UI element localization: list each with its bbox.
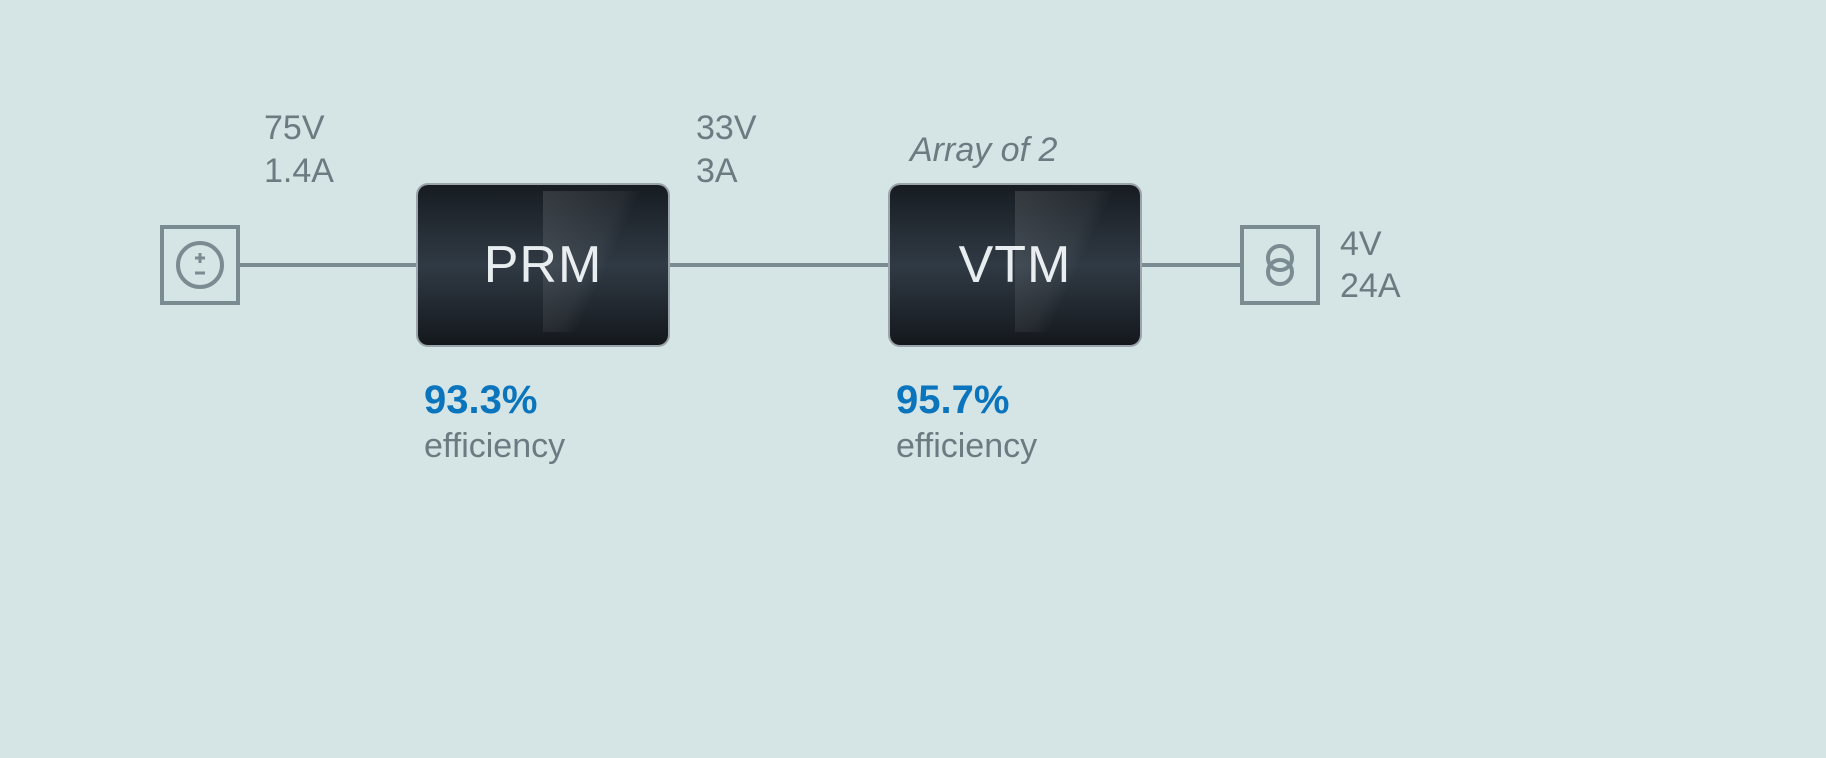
input-annotation: 75V 1.4A [264, 107, 334, 192]
power-chain-diagram: 75V 1.4A PRM 33V 3A 93.3% efficiency Arr… [0, 0, 1826, 758]
vtm-module: VTM [890, 185, 1140, 345]
prm-out-voltage: 33V [696, 107, 757, 150]
vtm-efficiency-word: efficiency [896, 425, 1037, 468]
load-icon [1254, 239, 1306, 291]
prm-out-current: 3A [696, 150, 757, 193]
dc-source-icon [174, 239, 226, 291]
output-current: 24A [1340, 265, 1401, 308]
vtm-efficiency-pct: 95.7% [896, 375, 1037, 425]
vtm-label: VTM [959, 235, 1072, 295]
output-voltage: 4V [1340, 223, 1401, 266]
prm-efficiency-pct: 93.3% [424, 375, 565, 425]
load-symbol [1240, 225, 1320, 305]
prm-module: PRM [418, 185, 668, 345]
prm-efficiency: 93.3% efficiency [424, 375, 565, 468]
input-current: 1.4A [264, 150, 334, 193]
vtm-efficiency: 95.7% efficiency [896, 375, 1037, 468]
prm-efficiency-word: efficiency [424, 425, 565, 468]
prm-label: PRM [484, 235, 603, 295]
prm-output-annotation: 33V 3A [696, 107, 757, 192]
vtm-array-note: Array of 2 [910, 129, 1057, 172]
input-voltage: 75V [264, 107, 334, 150]
dc-source-symbol [160, 225, 240, 305]
output-annotation: 4V 24A [1340, 223, 1401, 308]
